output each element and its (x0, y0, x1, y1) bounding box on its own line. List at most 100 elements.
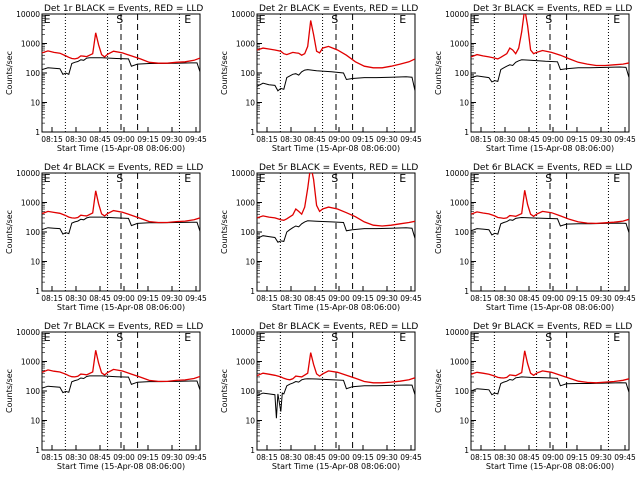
x-tick-label: 09:15 (137, 294, 159, 303)
detector-panel: Det 8r BLACK = Events, RED = LLD 1 10 100 10… (220, 322, 422, 471)
y-tick-label: 1000 (450, 358, 469, 367)
marker-label: E (473, 172, 480, 185)
x-tick-label: 09:15 (352, 294, 374, 303)
y-tick-label: 1000 (21, 358, 40, 367)
y-tick-label: 10 (245, 99, 255, 108)
y-tick-label: 100 (455, 69, 470, 78)
marker-label: E (184, 172, 191, 185)
x-tick-label: 08:15 (41, 453, 63, 462)
x-tick-label: 08:15 (256, 294, 278, 303)
x-tick-label: 09:30 (590, 294, 612, 303)
x-tick-label: 09:00 (542, 294, 564, 303)
x-tick-label: 08:45 (89, 135, 111, 144)
x-tick-label: 08:30 (494, 294, 516, 303)
x-tick-label: 08:30 (65, 135, 87, 144)
marker-label: E (184, 13, 191, 26)
y-tick-label: 10000 (445, 328, 469, 337)
y-tick-label: 1 (464, 128, 469, 137)
panel-title: Det 7r BLACK = Events, RED = LLD (44, 322, 203, 332)
x-tick-label: 09:45 (185, 135, 207, 144)
y-tick-label: 1000 (21, 40, 40, 49)
x-tick-label: 09:45 (400, 453, 422, 462)
marker-label: S (116, 331, 123, 344)
marker-label: E (259, 331, 266, 344)
detector-panel: Det 4r BLACK = Events, RED = LLD 1 10 100 10… (5, 163, 207, 312)
y-tick-label: 10 (459, 258, 469, 267)
marker-label: S (116, 172, 123, 185)
y-tick-label: 1000 (236, 358, 255, 367)
x-tick-label: 09:15 (566, 135, 588, 144)
y-axis-label: Counts/sec (434, 369, 443, 413)
x-tick-label: 09:00 (542, 135, 564, 144)
y-tick-label: 100 (241, 228, 256, 237)
marker-label: E (399, 172, 406, 185)
panel-title: Det 4r BLACK = Events, RED = LLD (44, 163, 203, 173)
x-tick-label: 09:45 (400, 135, 422, 144)
lld-series-line (42, 32, 200, 64)
x-tick-label: 09:30 (161, 135, 183, 144)
x-tick-label: 09:45 (614, 294, 636, 303)
y-tick-label: 1000 (450, 40, 469, 49)
marker-label: E (44, 172, 51, 185)
x-tick-label: 08:15 (470, 135, 492, 144)
x-tick-label: 09:00 (328, 453, 350, 462)
detector-panel: Det 2r BLACK = Events, RED = LLD 1 10 100 10… (220, 4, 422, 153)
marker-label: E (473, 331, 480, 344)
y-tick-label: 100 (455, 387, 470, 396)
y-tick-label: 1000 (236, 40, 255, 49)
panel-title: Det 9r BLACK = Events, RED = LLD (473, 322, 632, 332)
x-tick-label: 08:15 (41, 135, 63, 144)
x-tick-label: 09:15 (566, 294, 588, 303)
x-tick-label: 09:00 (113, 135, 135, 144)
x-tick-label: 08:30 (494, 453, 516, 462)
x-tick-label: 09:00 (328, 135, 350, 144)
y-tick-label: 1 (35, 128, 40, 137)
lld-series-line (257, 173, 415, 227)
events-series-line (257, 69, 415, 92)
y-tick-label: 10000 (16, 328, 40, 337)
marker-label: S (116, 13, 123, 26)
x-tick-label: 08:15 (470, 453, 492, 462)
x-tick-label: 09:45 (614, 453, 636, 462)
y-tick-label: 10000 (231, 10, 255, 19)
lld-series-line (257, 352, 415, 384)
x-axis-label: Start Time (15-Apr-08 08:06:00) (486, 462, 614, 471)
y-axis-label: Counts/sec (5, 369, 14, 413)
events-series-line (471, 216, 629, 236)
lld-series-line (471, 350, 629, 384)
marker-label: E (44, 331, 51, 344)
x-tick-label: 08:30 (65, 453, 87, 462)
detector-panel: Det 9r BLACK = Events, RED = LLD 1 10 100 10… (434, 322, 636, 471)
marker-label: E (613, 331, 620, 344)
x-tick-label: 09:15 (352, 135, 374, 144)
lld-series-line (42, 190, 200, 224)
y-axis-label: Counts/sec (220, 369, 229, 413)
detector-panel: Det 1r BLACK = Events, RED = LLD 1 10 100 10… (5, 4, 207, 153)
marker-label: E (44, 13, 51, 26)
x-axis-label: Start Time (15-Apr-08 08:06:00) (272, 303, 400, 312)
y-tick-label: 1 (464, 446, 469, 455)
x-tick-label: 08:30 (494, 135, 516, 144)
x-axis-label: Start Time (15-Apr-08 08:06:00) (486, 303, 614, 312)
x-tick-label: 09:45 (185, 294, 207, 303)
panel-title: Det 5r BLACK = Events, RED = LLD (259, 163, 418, 173)
panel-title: Det 2r BLACK = Events, RED = LLD (259, 4, 418, 14)
x-axis-label: Start Time (15-Apr-08 08:06:00) (57, 462, 185, 471)
y-tick-label: 100 (241, 387, 256, 396)
y-tick-label: 1 (464, 287, 469, 296)
detector-panel: Det 5r BLACK = Events, RED = LLD 1 10 100 10… (220, 163, 422, 312)
y-tick-label: 10 (30, 258, 40, 267)
y-tick-label: 10000 (445, 169, 469, 178)
x-tick-label: 09:45 (400, 294, 422, 303)
y-tick-label: 100 (26, 228, 41, 237)
marker-label: S (545, 331, 552, 344)
y-axis-label: Counts/sec (434, 210, 443, 254)
x-tick-label: 08:45 (89, 294, 111, 303)
x-tick-label: 08:30 (280, 294, 302, 303)
x-tick-label: 09:00 (328, 294, 350, 303)
y-tick-label: 10 (459, 417, 469, 426)
x-tick-label: 09:00 (542, 453, 564, 462)
y-axis-label: Counts/sec (220, 210, 229, 254)
x-tick-label: 09:30 (376, 294, 398, 303)
